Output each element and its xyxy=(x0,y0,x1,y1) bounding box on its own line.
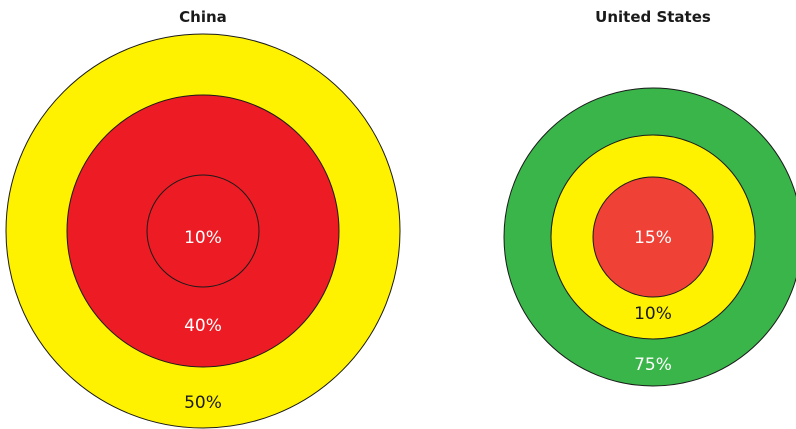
china-title: China xyxy=(179,8,227,26)
us-diagram: United States 15% 10% 75% xyxy=(503,8,796,387)
us-inner-label: 15% xyxy=(634,228,672,248)
us-middle-label: 10% xyxy=(634,304,672,324)
china-inner-ring xyxy=(146,174,260,288)
us-outer-label: 75% xyxy=(634,355,672,375)
china-outer-label: 50% xyxy=(184,393,222,413)
us-inner-ring xyxy=(592,176,714,298)
us-title: United States xyxy=(595,8,711,26)
china-diagram: China 10% 40% 50% xyxy=(5,8,401,429)
china-inner-label: 10% xyxy=(184,228,222,248)
china-middle-label: 40% xyxy=(184,316,222,336)
